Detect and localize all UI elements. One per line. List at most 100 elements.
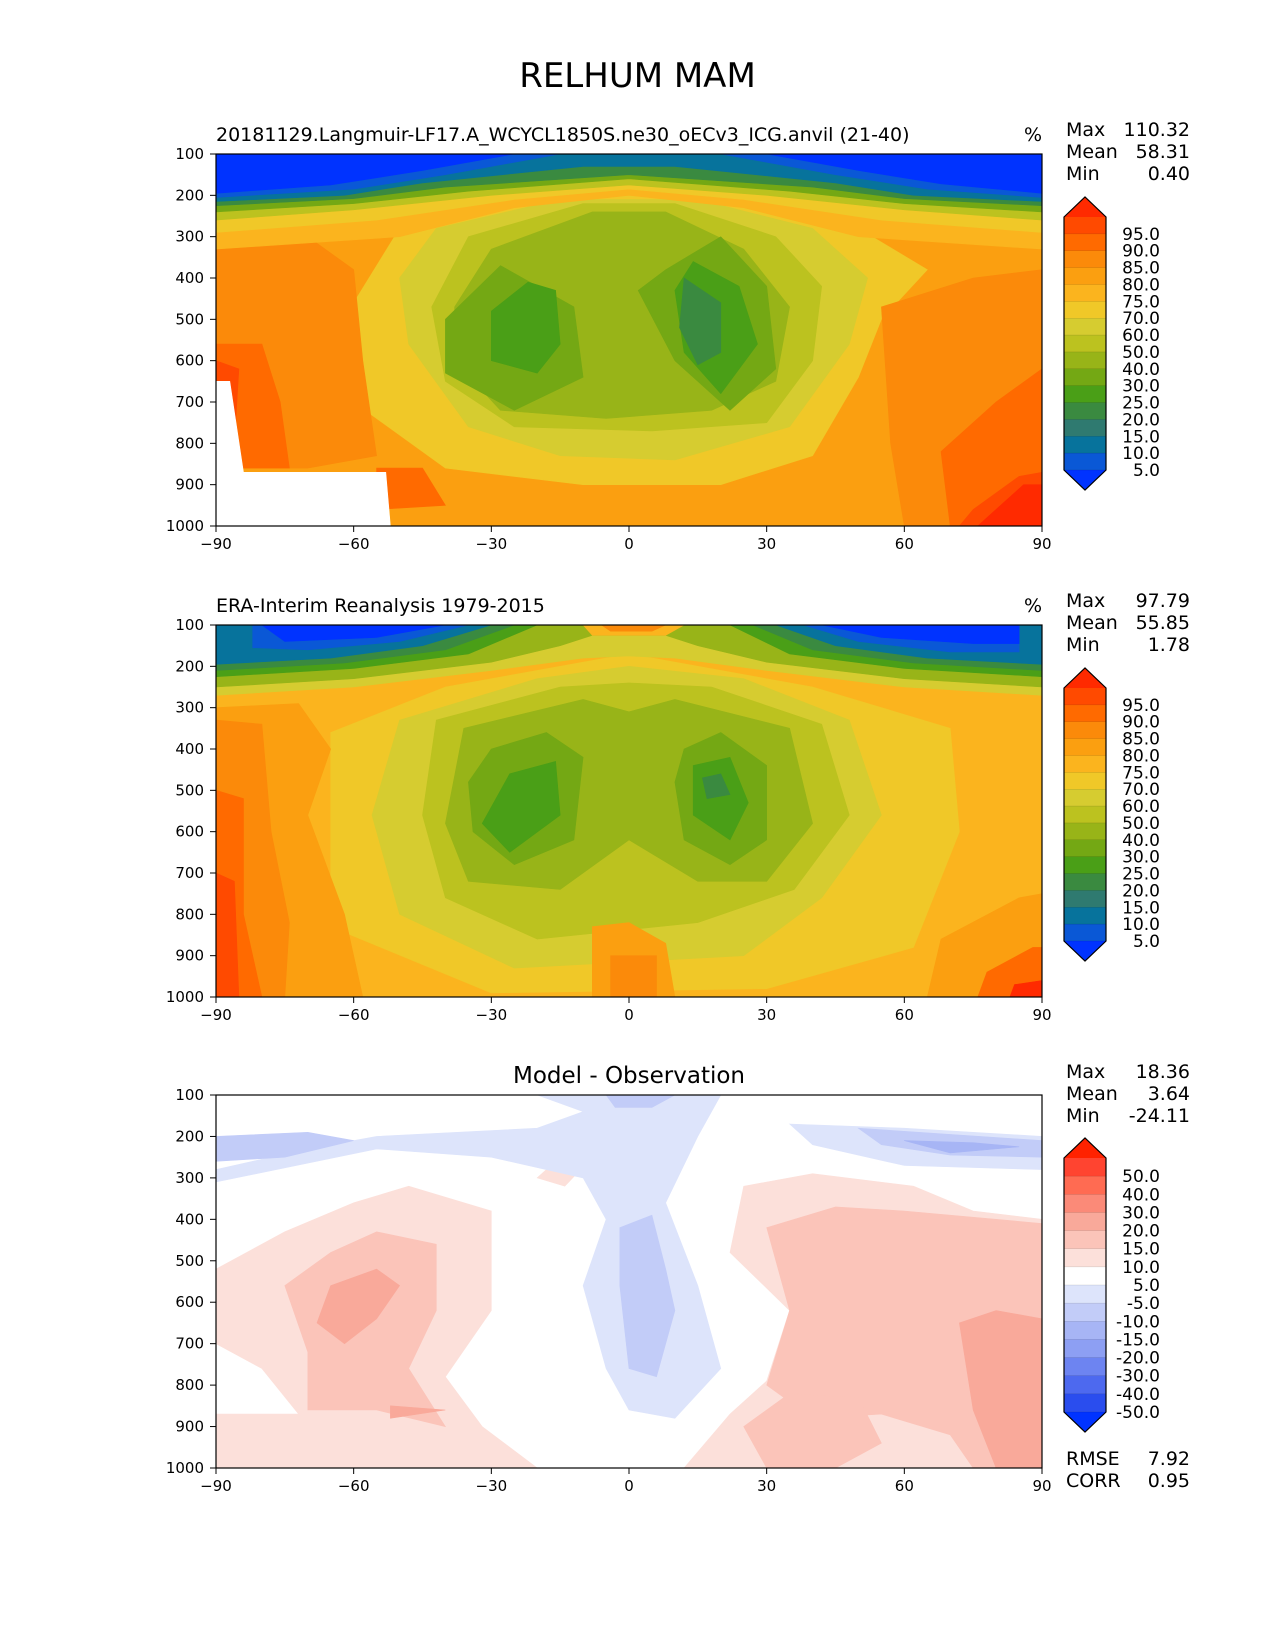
x-tick-label: −30: [476, 1477, 508, 1495]
contour-region: [216, 872, 240, 997]
colorbar-label: 10.0: [1122, 1258, 1160, 1278]
colorbar-swatch: [1064, 284, 1106, 302]
y-tick-label: 100: [175, 1086, 204, 1104]
colorbar-label: 50.0: [1122, 343, 1160, 363]
colorbar-swatch: [1064, 1176, 1106, 1195]
y-tick-label: 500: [175, 310, 204, 328]
colorbar-label: 90.0: [1122, 242, 1160, 262]
x-tick-label: −30: [476, 535, 508, 553]
colorbar-swatch: [1064, 688, 1106, 706]
colorbar-label: 85.0: [1122, 259, 1160, 279]
colorbar-swatch: [1064, 839, 1106, 858]
colorbar-swatch: [1064, 453, 1106, 471]
colorbar-swatch: [1064, 419, 1106, 437]
colorbar-label: 40.0: [1122, 1185, 1160, 1205]
stat-value: 1.78: [1148, 634, 1190, 656]
colorbar-label: 75.0: [1122, 763, 1160, 783]
y-tick-label: 200: [175, 657, 204, 675]
y-tick-label: 400: [175, 1210, 204, 1228]
y-tick-label: 700: [175, 393, 204, 411]
colorbar-label: -40.0: [1116, 1385, 1160, 1405]
colorbar-label: 20.0: [1122, 881, 1160, 901]
contour-field: [216, 625, 1042, 997]
contour-region: [904, 1140, 1020, 1154]
colorbar-swatch: [1064, 873, 1106, 891]
colorbar-swatch: [1064, 250, 1106, 269]
colorbar-swatch: [1064, 402, 1106, 420]
contour-field: [216, 1095, 1042, 1468]
stat-label: Min: [1066, 634, 1100, 656]
colorbar-swatch: [1064, 1158, 1106, 1177]
y-tick-label: 800: [175, 1376, 204, 1394]
y-tick-label: 300: [175, 699, 204, 717]
colorbar-label: 95.0: [1122, 696, 1160, 716]
colorbar-extend-bottom: [1064, 941, 1106, 961]
y-tick-label: 100: [175, 145, 204, 163]
colorbar-swatch: [1064, 301, 1106, 319]
x-tick-label: 30: [757, 1006, 776, 1024]
colorbar-swatch: [1064, 318, 1106, 336]
stat-label: Max: [1066, 1061, 1105, 1083]
colorbar-extend-top: [1064, 668, 1106, 688]
colorbar-swatch: [1064, 1339, 1106, 1359]
stat-value: 97.79: [1136, 590, 1190, 612]
contour-field: [216, 154, 1042, 526]
colorbar-label: 70.0: [1122, 309, 1160, 329]
panel-title: Model - Observation: [513, 1063, 745, 1089]
bottom-stat-value: 7.92: [1148, 1448, 1190, 1470]
x-tick-label: 60: [895, 1477, 914, 1495]
contour-region: [702, 773, 731, 799]
colorbar-swatch: [1064, 704, 1106, 723]
units-label: %: [1024, 595, 1042, 617]
y-tick-label: 900: [175, 476, 204, 494]
panel-title: ERA-Interim Reanalysis 1979-2015: [216, 595, 545, 617]
colorbar-label: -15.0: [1116, 1330, 1160, 1350]
bottom-stat-label: CORR: [1066, 1470, 1121, 1492]
colorbar-swatch: [1064, 217, 1106, 235]
y-tick-label: 1000: [166, 988, 204, 1006]
y-tick-label: 400: [175, 740, 204, 758]
y-tick-label: 100: [175, 616, 204, 634]
colorbar-label: 60.0: [1122, 797, 1160, 817]
stat-label: Mean: [1066, 612, 1118, 634]
panel-observation: −90 −60 −30 0 30 60 90 100 200 300 400 500 600 700 800…: [166, 590, 1190, 1024]
colorbar-extend-top: [1064, 197, 1106, 217]
x-tick-label: 0: [624, 1477, 634, 1495]
x-tick-label: −90: [200, 535, 232, 553]
colorbar-swatch: [1064, 822, 1106, 841]
stat-label: Mean: [1066, 141, 1118, 163]
colorbar-label: 10.0: [1122, 444, 1160, 464]
colorbar-label: -20.0: [1116, 1349, 1160, 1369]
colorbar-label: 85.0: [1122, 730, 1160, 750]
figure-title: RELHUM MAM: [519, 56, 756, 96]
y-tick-label: 200: [175, 1127, 204, 1145]
colorbar-label: 75.0: [1122, 292, 1160, 312]
colorbar-swatch: [1064, 1357, 1106, 1377]
contour-region: [216, 1131, 354, 1162]
colorbar-swatch: [1064, 738, 1106, 756]
panel-title: 20181129.Langmuir-LF17.A_WCYCL1850S.ne30…: [216, 124, 910, 146]
colorbar-label: 15.0: [1122, 1240, 1160, 1260]
stat-label: Min: [1066, 1105, 1100, 1127]
contour-region: [600, 625, 666, 632]
colorbar-label: -10.0: [1116, 1312, 1160, 1332]
colorbar-swatch: [1064, 1321, 1106, 1340]
colorbar-swatch: [1064, 890, 1106, 908]
stat-label: Max: [1066, 119, 1105, 141]
colorbar-label: 70.0: [1122, 780, 1160, 800]
contour-region: [390, 1405, 446, 1419]
stat-value: 58.31: [1136, 141, 1190, 163]
colorbar-label: 50.0: [1122, 1167, 1160, 1187]
x-tick-label: 60: [895, 535, 914, 553]
colorbar-swatch: [1064, 924, 1106, 942]
y-tick-label: 300: [175, 228, 204, 246]
contour-region: [605, 1095, 676, 1108]
stat-value: 18.36: [1136, 1061, 1190, 1083]
colorbar-label: -5.0: [1127, 1294, 1160, 1314]
colorbar-swatch: [1064, 335, 1106, 353]
colorbar-label: 25.0: [1122, 394, 1160, 414]
colorbar-swatch: [1064, 721, 1106, 740]
colorbar-swatch: [1064, 1248, 1106, 1268]
x-tick-label: 90: [1032, 535, 1051, 553]
x-tick-label: 30: [757, 1477, 776, 1495]
